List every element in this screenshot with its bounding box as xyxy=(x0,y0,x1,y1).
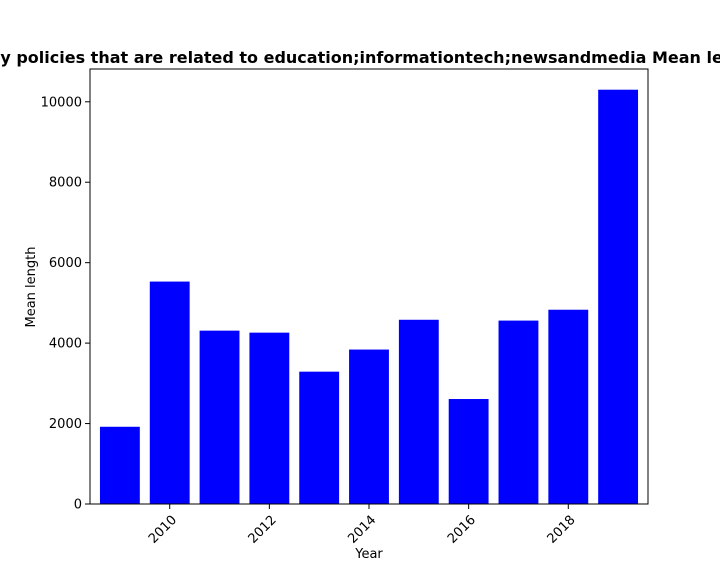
bar-2017 xyxy=(498,320,539,504)
y-tick-label: 6000 xyxy=(49,256,82,271)
bar-2009 xyxy=(99,426,140,504)
bar-2011 xyxy=(199,330,240,504)
bar-2016 xyxy=(448,399,489,504)
bar-2019 xyxy=(598,89,639,505)
x-tick-label: 2016 xyxy=(445,513,479,547)
chart-title: Mean length of privacy policies that are… xyxy=(0,48,720,67)
bar-2010 xyxy=(149,281,190,504)
x-axis: 2010 2012 2014 2016 2018 xyxy=(146,504,579,547)
y-tick-label: 0 xyxy=(74,498,82,513)
x-axis-label: Year xyxy=(354,547,383,562)
x-tick-label: 2018 xyxy=(545,513,579,547)
y-axis: 0 2000 4000 6000 8000 10000 xyxy=(41,95,90,513)
y-tick-label: 4000 xyxy=(49,337,82,352)
x-tick-label: 2012 xyxy=(246,513,280,547)
bar-2014 xyxy=(349,349,389,504)
bars-group xyxy=(99,89,639,505)
bar-2015 xyxy=(398,319,439,504)
y-tick-label: 10000 xyxy=(41,95,82,110)
y-axis-label: Mean length xyxy=(24,247,39,328)
bar-2013 xyxy=(299,371,340,504)
bar-2018 xyxy=(548,309,589,504)
x-tick-label: 2014 xyxy=(345,513,379,547)
y-tick-label: 8000 xyxy=(49,176,82,191)
x-tick-label: 2010 xyxy=(146,513,180,547)
y-tick-label: 2000 xyxy=(49,417,82,432)
bar-2012 xyxy=(249,332,290,504)
